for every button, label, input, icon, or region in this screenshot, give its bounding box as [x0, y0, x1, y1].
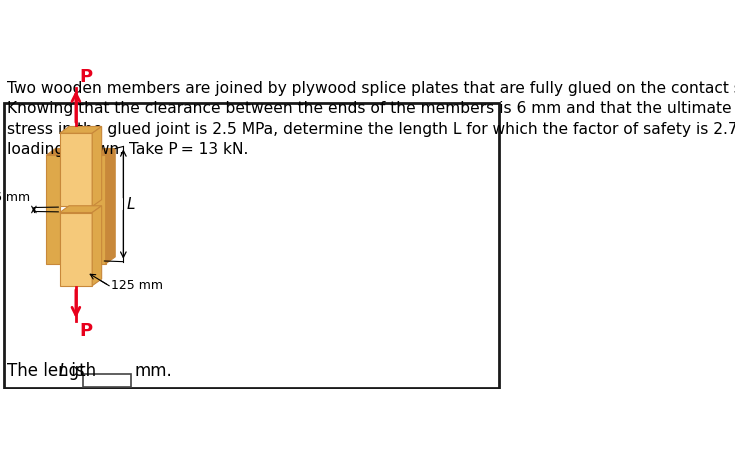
Text: The length: The length: [7, 362, 102, 380]
Text: P: P: [79, 322, 93, 340]
Polygon shape: [106, 149, 115, 264]
Bar: [92, 155, 106, 264]
Bar: [46, 155, 60, 264]
Bar: [82, 374, 132, 387]
Text: L: L: [59, 362, 68, 380]
Polygon shape: [60, 206, 101, 213]
Bar: [60, 133, 92, 207]
Polygon shape: [92, 127, 101, 207]
Text: 125 mm: 125 mm: [111, 279, 163, 292]
Polygon shape: [92, 206, 101, 285]
Bar: [60, 213, 92, 285]
Text: 6 mm: 6 mm: [0, 191, 30, 204]
Polygon shape: [46, 149, 69, 155]
Polygon shape: [60, 127, 101, 133]
Text: Two wooden members are joined by plywood splice plates that are fully glued on t: Two wooden members are joined by plywood…: [7, 81, 735, 157]
Text: L: L: [126, 196, 135, 212]
Text: mm.: mm.: [135, 362, 173, 380]
Polygon shape: [92, 149, 115, 155]
Text: P: P: [79, 68, 93, 86]
Text: is: is: [65, 362, 85, 380]
